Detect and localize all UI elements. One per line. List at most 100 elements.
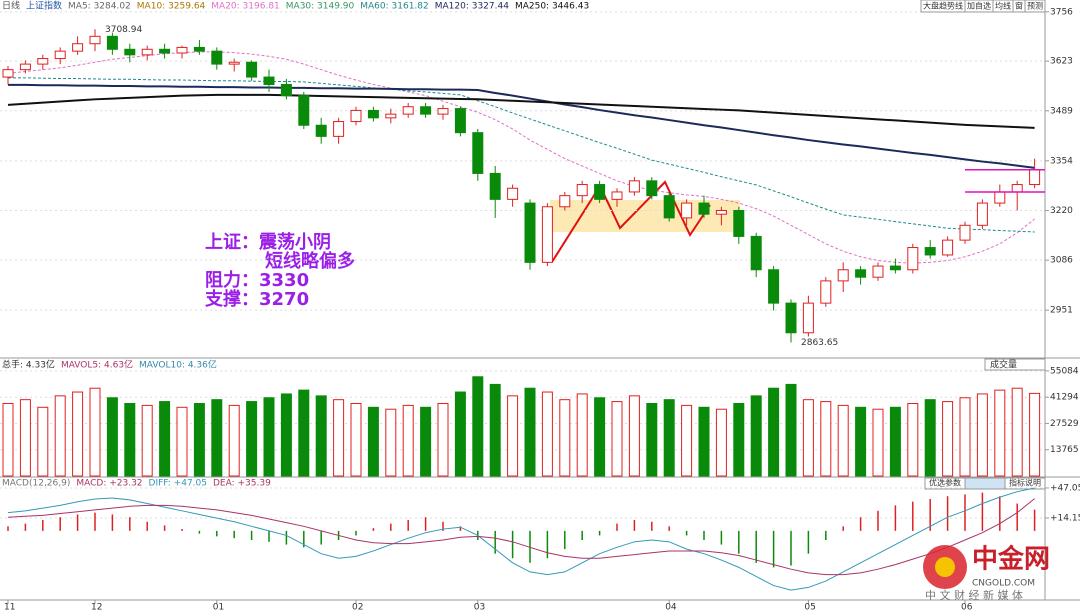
candle-body [72,43,84,52]
volume-bar [733,402,745,477]
volume-bar [263,397,275,477]
toolbar-button[interactable]: 预测 [1027,1,1043,11]
legend-label: MAVOL5: 4.63亿 [61,359,133,371]
legend-label: MACD: +23.32 [76,479,142,489]
volume-bar [1011,387,1023,477]
legend-label: DEA: +35.39 [213,479,271,489]
indicator-button[interactable]: 优选参数 [929,478,961,488]
y-tick-label: 3354 [1050,156,1073,166]
volume-bar [959,397,971,477]
y-tick-label: 3623 [1050,57,1073,67]
candle-body [420,106,432,115]
candle-body [472,132,484,174]
volume-bar [976,393,988,477]
dropdown[interactable] [984,358,1046,371]
legend-label: 总手: 4.33亿 [2,359,55,371]
volume-bar [37,406,49,477]
volume-bar [89,387,101,477]
candle-body [698,202,710,215]
indicator-button[interactable]: 指标说明 [1009,478,1041,488]
toolbar-button[interactable]: 窗 [1015,1,1023,11]
candle-body [37,58,49,65]
volume-bar [454,391,466,477]
candle-body [89,35,101,45]
volume-bar [2,402,14,477]
candle-body [733,209,745,237]
y-tick-label: 3756 [1050,7,1073,17]
candle-body [576,184,588,197]
candle-body [19,63,31,71]
note-line: 上证：震荡小阴 [205,231,331,253]
volume-bar [333,399,345,477]
volume-bar [594,397,606,477]
candle-body [628,180,640,193]
low-label: 2863.65 [801,338,838,348]
volume-bar [611,401,623,477]
y-tick-label: 2951 [1050,306,1073,316]
period: 日线 [2,0,20,12]
candle-body [541,206,553,263]
x-tick-label: 11 [4,603,15,613]
series-line [7,93,1035,129]
candle-body [524,202,536,263]
y-tick-label: 3489 [1050,106,1073,116]
candle-body [350,109,362,123]
y-tick-label: 3086 [1050,256,1073,266]
candle-body [559,195,571,208]
volume-bar [211,399,223,477]
legend-label: MA10: 3259.64 [137,2,206,12]
volume-bar [193,402,205,477]
candle-body [280,83,292,97]
volume-bar [802,399,814,477]
volume-bar [994,389,1006,477]
candle-body [750,235,762,271]
candle-body [872,265,884,278]
candle-body [367,109,379,119]
button-frame[interactable] [920,0,966,13]
candle-body [507,187,519,200]
candle-body [437,108,449,115]
y-tick-label: 3220 [1050,206,1073,216]
volume-bar [19,399,31,477]
volume-bar [246,401,258,477]
legend-label: MA20: 3196.81 [211,2,279,12]
series-line [8,83,1035,169]
volume-bar [367,406,379,477]
button-frame[interactable] [924,477,966,490]
x-tick-label: 01 [213,603,224,613]
candle-body [942,239,954,256]
candle-body [211,50,223,65]
volume-bar [907,402,919,477]
legend-label: MA5: 3284.02 [68,2,131,12]
volume-bar [524,387,536,477]
button-frame[interactable] [964,477,1006,490]
volume-bar [298,389,310,477]
dropdown-label[interactable]: 成交量 [990,359,1017,371]
toolbar-button[interactable]: 加自选 [967,1,991,11]
volume-bar [159,401,171,477]
candle-body [489,172,501,200]
y-tick-label: 13765 [1050,445,1079,455]
toolbar-button[interactable]: 大盘趋势线 [923,1,963,11]
candle-body [246,61,258,78]
candle-body [402,106,414,115]
note-line: 支撑：3270 [204,288,309,310]
x-tick-label: 02 [352,603,363,613]
volume-bar [942,401,954,477]
volume-bar [385,408,397,477]
volume-bar [1029,392,1041,477]
volume-bar [715,408,727,477]
volume-bar [437,402,449,477]
legend-label: MACD(12,26,9) [2,479,70,489]
candle-body [454,108,466,134]
logo-slogan: 中 文 财 经 新 媒 体 [925,588,1023,602]
volume-bar [750,395,762,477]
toolbar-button[interactable]: 均线 [995,1,1011,11]
candle-body [263,76,275,85]
candle-body [228,61,240,65]
candle-body [333,121,345,137]
symbol: 上证指数 [26,0,62,12]
volume-bar [837,404,849,477]
volume-bar [872,408,884,477]
